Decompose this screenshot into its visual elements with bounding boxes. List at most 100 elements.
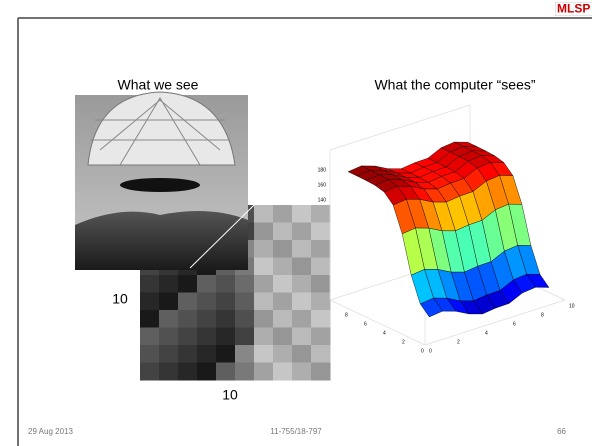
pixel [311,327,331,346]
pixel [311,240,331,258]
pixel [254,362,274,381]
y-tick-label: 4 [383,330,386,336]
caption-right: What the computer “sees” [374,77,535,93]
pixel [216,310,236,328]
logo-frame [555,2,592,16]
pixel [159,345,179,363]
pixel [311,310,331,328]
plot-box-line [329,299,426,346]
pixel [178,292,198,311]
pixel [178,275,198,293]
dim-rows: 10 [112,291,128,307]
x-tick-label: 4 [485,330,488,336]
pixel [178,327,198,346]
pixel [254,240,274,258]
pixel [216,327,236,346]
pixel [273,292,293,311]
pixel [159,310,179,328]
pixel [292,257,312,276]
pixel [235,275,255,293]
footer-page: 66 [557,427,566,436]
pixel [235,310,255,328]
pixel [311,205,331,223]
pixel [216,362,236,381]
pixel [311,362,331,381]
surface-patch [419,297,443,318]
pixel [197,327,217,346]
pixel [235,292,255,311]
pixel [292,275,312,293]
pixel [197,275,217,293]
pixel [197,310,217,328]
pixel [254,345,274,363]
dome-lines [90,97,230,166]
pixel [235,345,255,363]
x-tick-label: 0 [429,348,432,354]
pixel [292,362,312,381]
pixel [273,222,293,241]
pixel [273,310,293,328]
surface-plot: 180 160 140 8 6 4 2 0 0 2 4 6 8 10 [318,104,575,354]
pixel [216,345,236,363]
pixel [273,275,293,293]
pixel [159,292,179,311]
x-tick-label: 8 [541,312,544,318]
pixel [311,257,331,276]
pixel [254,292,274,311]
pixel [159,327,179,346]
pixel [254,275,274,293]
y-tick-label: 8 [345,312,348,318]
pixel [178,362,198,381]
plot-box-line [329,104,471,151]
z-tick-label: 160 [318,182,327,188]
pixel [311,345,331,363]
dim-cols: 10 [222,387,238,403]
pixel [292,240,312,258]
y-tick-label: 0 [421,348,424,354]
pixel [273,205,293,223]
pixel [254,257,274,276]
pixel [197,345,217,363]
logo: MLSP [557,2,590,16]
pixel [292,222,312,241]
pixel [197,292,217,311]
caption-left: What we see [118,77,199,93]
z-tick-label: 180 [318,167,327,173]
pixel [235,327,255,346]
pixel [159,362,179,381]
pixel [254,327,274,346]
pixel [216,275,236,293]
x-tick-label: 6 [513,321,516,327]
x-tick-label: 10 [569,303,575,309]
pixel [292,345,312,363]
pixel [140,310,160,328]
pixel [254,310,274,328]
pixel [311,292,331,311]
pixel [311,222,331,241]
footer-date: 29 Aug 2013 [28,427,73,436]
pointer-line [189,159,301,269]
pixel [254,222,274,241]
pixel [216,292,236,311]
photo [75,91,301,270]
pixel [140,327,160,346]
pixel [311,275,331,293]
y-tick-label: 6 [364,321,367,327]
x-tick-label: 2 [457,339,460,345]
plot-box-line [424,299,566,346]
pixel [273,240,293,258]
pixel [273,327,293,346]
pixel [292,292,312,311]
pixel [292,205,312,223]
logo-box: MLSP [555,2,592,16]
pixel [140,275,160,293]
photo-trees [75,211,248,270]
y-tick-label: 2 [402,339,405,345]
dome [87,91,236,166]
pixel [273,257,293,276]
pixel [178,345,198,363]
pixel [254,205,274,223]
pixel [159,275,179,293]
